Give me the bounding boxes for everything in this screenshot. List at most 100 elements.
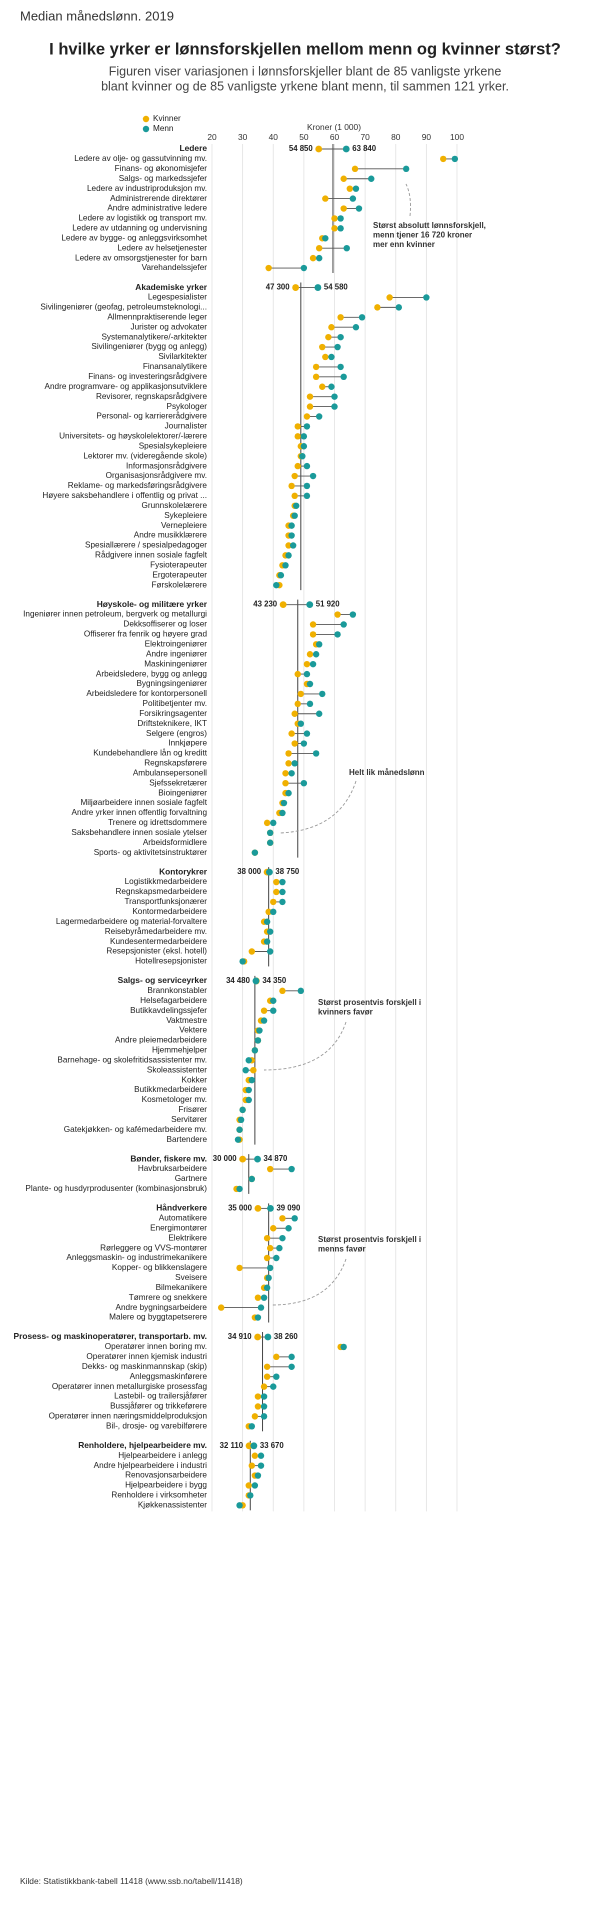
dot-menn (279, 898, 286, 906)
category-label: Sivilingeniører (geofag, petroleumstekno… (40, 303, 207, 312)
category-label: Hjelpearbeidere i bygg (125, 1481, 207, 1490)
category-label: Reklame- og markedsføringsrådgivere (68, 480, 208, 490)
dot-menn (337, 333, 344, 341)
group-header: Håndverkere (156, 1203, 207, 1213)
category-label: Ledere av bygge- og anleggsvirksomhet (61, 233, 207, 242)
category-label: Dekksoffiserer og loser (123, 620, 207, 629)
dot-kvinner (285, 750, 292, 757)
dot-menn (402, 165, 410, 173)
category-label: Informasjonsrådgivere (126, 460, 207, 470)
dot-kvinner (254, 1393, 262, 1400)
category-label: Finans- og investeringsrådgivere (88, 371, 207, 381)
dot-kvinner (346, 185, 354, 192)
category-label: Fysioterapeuter (150, 560, 207, 569)
dot-kvinner (266, 1165, 274, 1173)
dot-kvinner (263, 1363, 271, 1370)
dot-kvinner (291, 710, 298, 717)
dot-kvinner (340, 175, 347, 182)
dot-menn (328, 383, 335, 390)
category-label: Anleggsmaskin- og industrimekanikere (66, 1253, 207, 1262)
category-label: Barnehage- og skolefritidsassistenter mv… (57, 1055, 207, 1064)
dot-menn (285, 789, 292, 797)
x-tick-label: 20 (207, 132, 217, 142)
dot-kvinner (319, 343, 326, 351)
dot-menn (282, 562, 289, 569)
category-label: Andre ingeniører (146, 649, 207, 658)
dot-menn (319, 690, 326, 698)
dot-menn (340, 1343, 347, 1351)
dot-kvinner (273, 1353, 280, 1361)
category-label: Arbeidsledere, bygg og anlegg (96, 669, 208, 678)
dot-kvinner (245, 1442, 253, 1450)
group-header: Høyskole- og militære yrker (97, 599, 208, 609)
dot-menn (257, 1304, 265, 1311)
dot-menn (289, 542, 297, 549)
dot-kvinner (294, 423, 301, 430)
dot-menn (260, 1403, 268, 1410)
annotation: Størst absolutt lønnsforskjell, (373, 221, 486, 230)
dot-kvinner (260, 1383, 268, 1390)
dot-kvinner (315, 245, 323, 252)
category-label: Bil-, drosje- og varebilførere (106, 1421, 207, 1430)
category-label: Trenere og idrettsdommere (108, 818, 207, 827)
dot-menn (315, 254, 323, 262)
annotation-arrow (405, 183, 411, 217)
median-label-kvinner: 47 300 (266, 283, 291, 292)
category-label: Skoleassistenter (147, 1065, 207, 1074)
dot-kvinner (306, 403, 314, 410)
dot-kvinner (291, 740, 298, 747)
legend-marker (142, 125, 150, 133)
dot-menn (266, 829, 274, 836)
category-label: Ledere av industriproduksjon mv. (87, 184, 207, 193)
category-label: Plante- og husdyrprodusenter (kombinasjo… (25, 1184, 207, 1193)
dot-menn (245, 1096, 252, 1104)
dot-menn (352, 324, 360, 331)
dot-menn (257, 1462, 265, 1469)
category-label: Operatører innen kjemisk industri (86, 1352, 207, 1361)
dot-kvinner (291, 472, 298, 480)
category-label: Logistikkmedarbeidere (125, 877, 208, 886)
dot-kvinner (322, 195, 329, 202)
category-label: Sivilarkitekter (158, 352, 207, 361)
median-label-menn: 63 840 (352, 144, 377, 153)
dot-kvinner (291, 492, 298, 500)
group-header: Ledere (180, 143, 208, 153)
dot-menn (270, 1007, 277, 1014)
dot-menn (270, 819, 277, 827)
median-label-kvinner: 30 000 (213, 1154, 238, 1163)
dot-kvinner (312, 373, 320, 381)
category-label: Systemanalytikere/-arkitekter (101, 332, 207, 341)
dot-menn (288, 770, 295, 777)
x-tick-label: 30 (238, 132, 248, 142)
dot-menn (260, 1294, 268, 1301)
category-label: Tømrere og snekkere (129, 1293, 208, 1302)
source: Kilde: Statistikkbank-tabell 11418 (www.… (20, 1876, 243, 1886)
category-label: Finansanalytikere (143, 362, 208, 371)
median-label-kvinner: 38 000 (237, 867, 262, 876)
group-header: Salgs- og serviceyrker (118, 975, 208, 985)
dot-kvinner (288, 730, 295, 737)
category-label: Ergoterapeuter (152, 570, 207, 579)
dot-menn (334, 631, 341, 638)
dot-menn (358, 314, 366, 321)
dot-menn (236, 1185, 243, 1193)
category-label: Ledere av utdanning og undervisning (72, 224, 207, 233)
category-label: Bilmekanikere (156, 1283, 208, 1292)
dot-menn (303, 730, 311, 737)
dot-kvinner (263, 1254, 271, 1262)
dot-kvinner (303, 413, 311, 420)
category-label: Andre administrative ledere (107, 204, 207, 213)
dot-menn (288, 1165, 295, 1173)
dot-menn (306, 700, 314, 708)
category-label: Høyere saksbehandlere i offentlig og pri… (42, 491, 207, 500)
dot-menn (291, 1215, 298, 1222)
dot-kvinner (251, 1413, 259, 1420)
dot-menn (288, 532, 295, 539)
category-label: Reisebyråmedarbeidere mv. (105, 926, 207, 936)
annotation: menns favør (318, 1245, 366, 1254)
dot-menn (279, 888, 286, 896)
category-label: Butikkmedarbeidere (134, 1085, 207, 1094)
dot-menn (288, 1363, 295, 1370)
dot-kvinner (440, 155, 447, 163)
dot-menn (352, 185, 360, 192)
